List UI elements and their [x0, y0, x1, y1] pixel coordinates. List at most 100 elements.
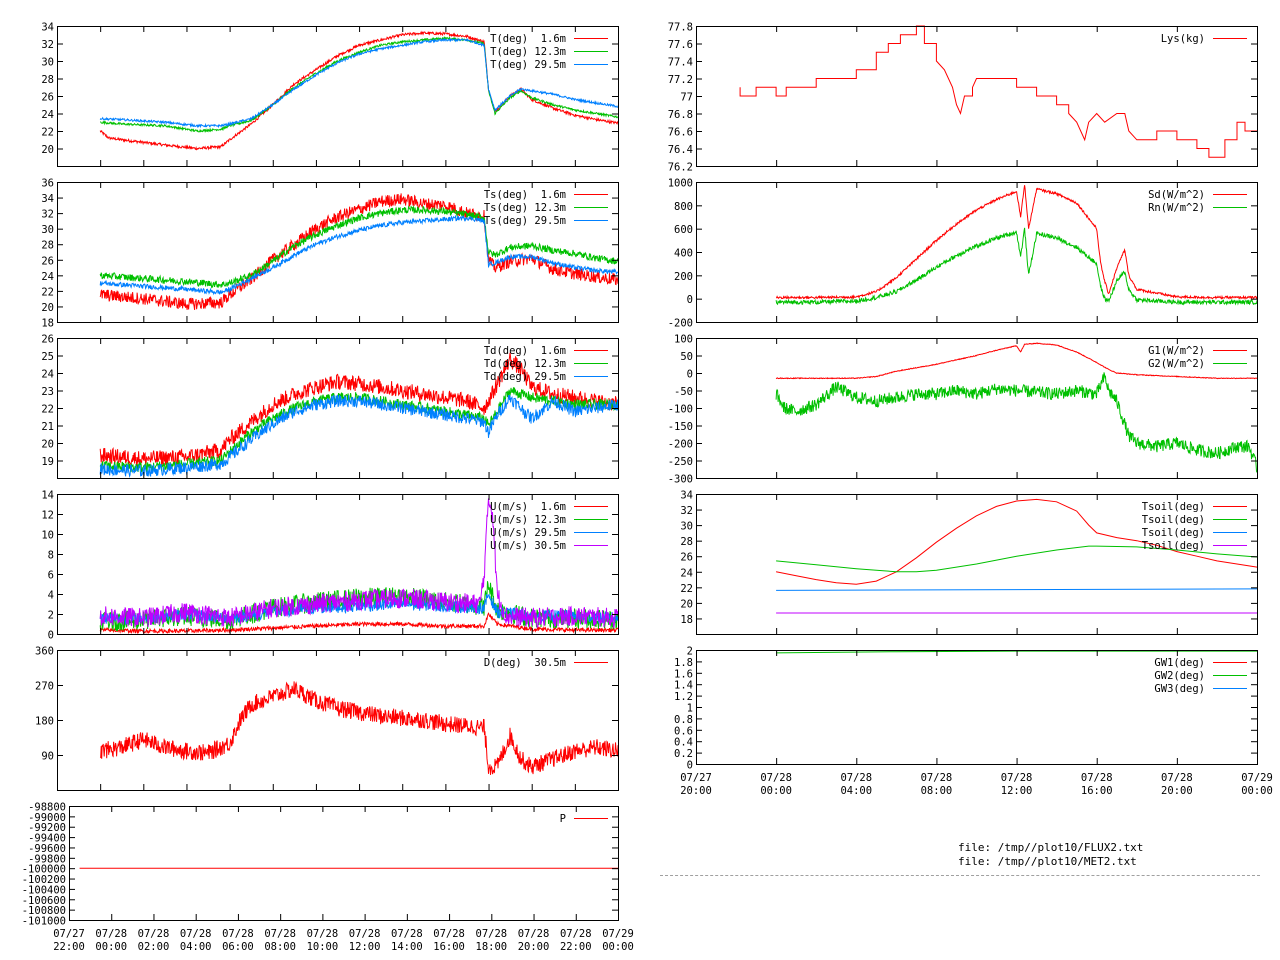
x-tick-label: 07/28 — [921, 772, 953, 784]
plot-frame — [57, 182, 619, 323]
y-tick-label: 600 — [674, 224, 693, 236]
y-tick-label: 32 — [680, 505, 693, 517]
y-tick-label: 0 — [687, 760, 693, 772]
y-tick-label: 26 — [41, 334, 54, 346]
y-tick-label: 1.8 — [674, 657, 693, 669]
separator-line — [660, 875, 1260, 876]
y-tick-label: -101000 — [22, 916, 66, 928]
x-tick-label: 07/29 — [1241, 772, 1273, 784]
y-tick-label: 4 — [48, 590, 54, 602]
y-tick-label: 0 — [687, 294, 693, 306]
y-tick-label: 25 — [41, 351, 54, 363]
legend-label: Ts(deg) 1.6m — [484, 189, 566, 201]
series-line-gw-1 — [776, 650, 1257, 654]
y-tick-label: 0.2 — [674, 748, 693, 760]
y-tick-label: 32 — [41, 39, 54, 51]
y-tick-label: 34 — [680, 490, 693, 502]
y-tick-label: 1.4 — [674, 680, 693, 692]
legend-label: Td(deg) 1.6m — [484, 345, 566, 357]
legend-label: Tsoil(deg) — [1142, 540, 1205, 552]
x-tick-label: 07/28 — [840, 772, 872, 784]
y-tick-label: 28 — [41, 74, 54, 86]
y-tick-label: -100400 — [22, 884, 66, 896]
y-tick-label: -200 — [668, 439, 693, 451]
plot-frame — [57, 650, 619, 791]
y-tick-label: 76.4 — [668, 144, 693, 156]
x-tick-label: 08:00 — [921, 785, 953, 797]
y-tick-label: 76.8 — [668, 109, 693, 121]
y-tick-label: 20 — [680, 598, 693, 610]
x-tick-label: 07/28 — [391, 928, 423, 940]
y-tick-label: 1000 — [668, 178, 693, 190]
x-tick-label: 12:00 — [1001, 785, 1033, 797]
y-tick-label: 0.8 — [674, 714, 693, 726]
x-tick-label: 18:00 — [476, 941, 508, 953]
y-tick-label: 24 — [41, 271, 54, 283]
x-tick-label: 16:00 — [433, 941, 465, 953]
y-tick-label: 0.4 — [674, 737, 693, 749]
x-tick-label: 07/28 — [433, 928, 465, 940]
y-tick-label: 180 — [35, 716, 54, 728]
y-tick-label: 400 — [674, 248, 693, 260]
x-tick-label: 07/28 — [518, 928, 550, 940]
legend-label: GW3(deg) — [1154, 683, 1205, 695]
x-tick-label: 00:00 — [95, 941, 127, 953]
plot-frame — [57, 494, 619, 635]
y-tick-label: -99800 — [28, 853, 66, 865]
series-line-tsurf-2 — [99, 214, 619, 296]
y-tick-label: 20 — [41, 439, 54, 451]
y-tick-label: 23 — [41, 386, 54, 398]
series-line-ground-0 — [775, 342, 1258, 380]
y-tick-label: -100000 — [22, 864, 66, 876]
y-tick-label: 12 — [41, 510, 54, 522]
y-tick-label: 0.6 — [674, 725, 693, 737]
x-tick-label: 07/28 — [760, 772, 792, 784]
legend-label: Ts(deg) 29.5m — [484, 215, 566, 227]
series-line-temp-0 — [99, 30, 619, 151]
legend-label: Td(deg) 29.5m — [484, 371, 566, 383]
y-tick-label: 800 — [674, 201, 693, 213]
y-tick-label: 34 — [41, 193, 54, 205]
y-tick-label: 22 — [41, 127, 54, 139]
y-tick-label: 76.6 — [668, 127, 693, 139]
y-tick-label: 22 — [41, 286, 54, 298]
y-tick-label: -98800 — [28, 802, 66, 814]
y-tick-label: 77 — [680, 92, 693, 104]
y-tick-label: -100 — [668, 404, 693, 416]
x-tick-label: 04:00 — [840, 785, 872, 797]
y-tick-label: 32 — [41, 209, 54, 221]
legend-label: Ts(deg) 12.3m — [484, 202, 566, 214]
x-tick-label: 00:00 — [602, 941, 634, 953]
y-tick-label: 21 — [41, 421, 54, 433]
chart-ground: -300 -250 -200 -150 -100 -50 0 50 100 G1(W/m^2)G2… — [668, 334, 1258, 486]
series-line-dir-0 — [99, 681, 619, 775]
chart-gw: 00.20.40.60.811.21.41.61.8207/2720:0007/… — [674, 646, 1273, 798]
x-tick-label: 22:00 — [53, 941, 85, 953]
y-tick-label: -99000 — [28, 812, 66, 824]
legend-label: Lys(kg) — [1161, 33, 1205, 45]
x-tick-label: 04:00 — [180, 941, 212, 953]
series-line-lys-0 — [739, 25, 1257, 158]
x-tick-label: 07/28 — [476, 928, 508, 940]
x-tick-label: 06:00 — [222, 941, 254, 953]
x-tick-label: 07/28 — [1001, 772, 1033, 784]
legend-label: U(m/s) 12.3m — [490, 514, 566, 526]
y-tick-label: 8 — [48, 550, 54, 562]
series-line-wind-2 — [99, 593, 619, 626]
x-tick-label: 00:00 — [1241, 785, 1273, 797]
legend-label: Td(deg) 12.3m — [484, 358, 566, 370]
x-tick-label: 07/28 — [180, 928, 212, 940]
y-tick-label: 30 — [41, 224, 54, 236]
x-tick-label: 07/28 — [349, 928, 381, 940]
legend-label: G1(W/m^2) — [1148, 345, 1205, 357]
file-info-line: file: /tmp//plot10/FLUX2.txt — [958, 841, 1144, 854]
y-tick-label: 24 — [41, 109, 54, 121]
x-tick-label: 08:00 — [264, 941, 296, 953]
series-line-wind-0 — [99, 612, 618, 635]
chart-temp: 20 22 24 26 28 30 32 34 T(deg) 1.6mT(deg) 12.3mT… — [41, 22, 619, 167]
y-tick-label: 76.2 — [668, 162, 693, 174]
series-line-tsoil-2 — [776, 588, 1258, 591]
y-tick-label: 18 — [680, 614, 693, 626]
